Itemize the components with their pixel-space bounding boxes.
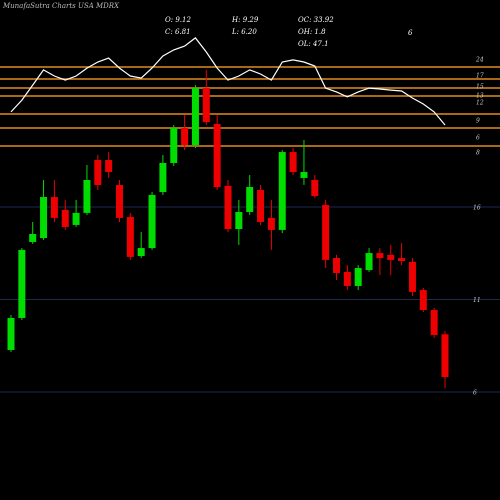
candle-body (148, 194, 156, 249)
candle-body (376, 253, 384, 259)
candle-body (430, 310, 438, 335)
level-label: 17 (476, 73, 484, 80)
candle-body (408, 261, 416, 292)
candle-body (116, 184, 123, 218)
candle-body (300, 172, 308, 178)
level-label: 12 (476, 100, 484, 107)
stat-label: OC: 33.92 (298, 16, 334, 24)
candle-body (191, 88, 199, 146)
candle-body (387, 254, 395, 260)
candle-body (235, 211, 243, 230)
candle-body (61, 209, 69, 227)
overlay-line (10, 37, 446, 126)
candle-body (7, 317, 15, 350)
candle-body (170, 128, 178, 163)
stat-label: H: 9.29 (231, 16, 259, 24)
candle-body (398, 258, 406, 262)
candle-body (40, 197, 48, 239)
level-label: 13 (476, 93, 484, 100)
chart-title: MunafaSutra Charts USA MDRX (2, 2, 120, 10)
candle-body (83, 179, 91, 213)
candle-body (354, 268, 362, 286)
candle-body (105, 160, 113, 173)
candle-body (278, 152, 286, 230)
candle-body (257, 189, 265, 222)
candles (7, 69, 449, 389)
stat-label: 6 (408, 29, 413, 37)
y-tick-label: 11 (473, 297, 481, 304)
candle-body (29, 233, 37, 242)
stat-label: O: 9.12 (165, 16, 191, 24)
candle-body (289, 152, 297, 173)
stat-label: L: 6.20 (231, 28, 257, 36)
candle-body (137, 248, 145, 257)
stat-label: OL: 47.1 (298, 40, 329, 48)
stat-label: C: 6.81 (165, 28, 191, 36)
candle-body (159, 162, 167, 193)
candle-body (246, 187, 254, 212)
candle-body (333, 258, 340, 274)
candle-body (72, 212, 80, 225)
candle-body (419, 290, 427, 311)
level-label: 9 (476, 118, 480, 125)
candle-body (181, 128, 189, 146)
candle-body (94, 160, 102, 185)
level-label: 6 (476, 135, 480, 142)
candle-body (343, 271, 351, 286)
candle-body (267, 217, 275, 230)
candle-body (311, 179, 319, 197)
candle-body (202, 88, 210, 123)
candle-body (18, 249, 26, 318)
candle-body (213, 123, 221, 188)
overlay: O: 9.12 H: 9.29 OC: 33.92 6 C: 6.81 L: 6.20 OH… (10, 16, 446, 126)
candle-body (50, 197, 58, 218)
level-label: 24 (475, 57, 484, 64)
candle-body (365, 253, 373, 271)
candle-body (322, 204, 330, 260)
candle-body (126, 216, 134, 257)
y-tick-label: 6 (473, 389, 477, 396)
candle-body (441, 334, 449, 377)
level-label: 8 (476, 150, 480, 157)
level-label: 15 (476, 84, 484, 91)
candle-body (224, 185, 232, 230)
stat-label: OH: 1.8 (298, 28, 326, 36)
y-tick-label: 16 (473, 204, 481, 211)
